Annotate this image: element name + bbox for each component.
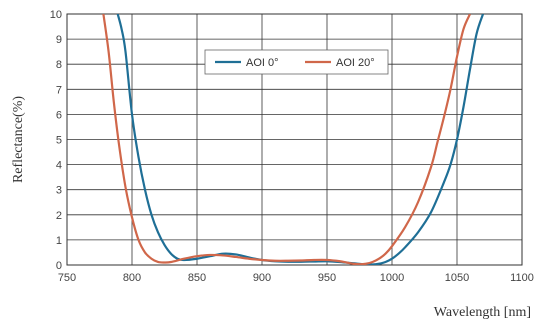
legend: AOI 0° AOI 20°: [204, 49, 389, 75]
y-tick-label: 1: [56, 235, 62, 247]
x-tick-label: 950: [318, 272, 336, 284]
y-tick-label: 10: [50, 9, 62, 21]
series-lines: [102, 14, 485, 265]
y-tick-label: 2: [56, 210, 62, 222]
y-tick-label: 6: [56, 109, 62, 121]
y-axis-title: Reflectance(%): [11, 96, 26, 183]
x-tick-label: 850: [188, 272, 206, 284]
grid: [66, 13, 523, 266]
x-tick-label: 750: [58, 272, 76, 284]
y-tick-label: 7: [56, 84, 62, 96]
series-line-1: [102, 14, 472, 265]
x-tick-labels: 750 800 850 900 950 1000 1050 1100: [58, 272, 534, 284]
y-tick-label: 3: [56, 185, 62, 197]
y-tick-label: 0: [56, 260, 62, 272]
legend-label: AOI 20°: [336, 57, 375, 69]
legend-label: AOI 0°: [246, 57, 279, 69]
x-tick-label: 800: [123, 272, 141, 284]
x-tick-label: 900: [253, 272, 271, 284]
y-tick-label: 4: [56, 160, 62, 172]
y-tick-label: 5: [56, 135, 62, 147]
y-tick-labels: 0 1 2 3 4 5 6 7 8 9 10: [50, 9, 62, 272]
x-axis-title: Wavelength [nm]: [434, 305, 531, 320]
y-tick-label: 9: [56, 34, 62, 46]
y-tick-label: 8: [56, 59, 62, 71]
x-tick-label: 1050: [445, 272, 469, 284]
x-tick-label: 1000: [380, 272, 404, 284]
x-tick-label: 1100: [510, 272, 534, 284]
series-line-0: [116, 14, 485, 265]
